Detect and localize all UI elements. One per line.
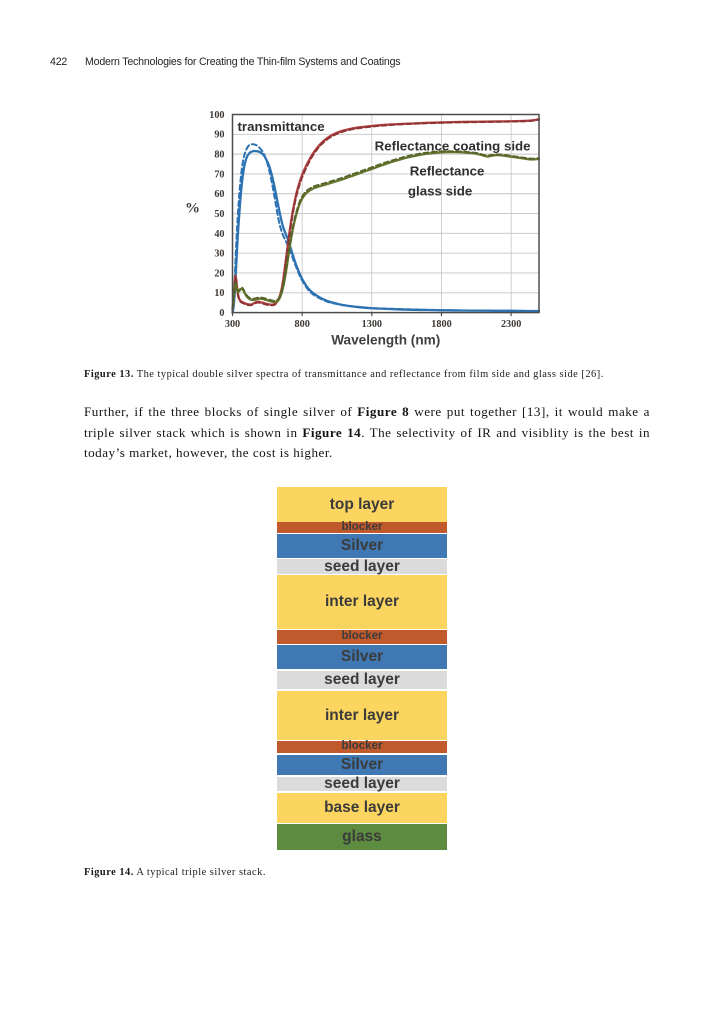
stack-layer-label: blocker — [341, 740, 383, 752]
figure13-caption-text: The typical double silver spectra of tra… — [133, 369, 604, 380]
stack-layer-blocker: blocker — [277, 740, 447, 753]
x-tick-label: 800 — [295, 319, 310, 330]
x-tick-label: 300 — [225, 319, 240, 330]
stack-layer-silver: Silver — [277, 754, 447, 775]
stack-layer-blocker: blocker — [277, 520, 447, 533]
series-annotation: Reflectance coating side — [375, 138, 531, 153]
stack-layer-top-layer: top layer — [277, 487, 447, 522]
stack-layer-seed-layer: seed layer — [277, 775, 447, 792]
figure14-caption-text: A typical triple silver stack. — [133, 867, 266, 878]
stack-layer-label: base layer — [324, 799, 400, 816]
stack-layer-silver: Silver — [277, 644, 447, 669]
stack-layer-glass: glass — [277, 823, 447, 850]
figure14-caption: Figure 14. A typical triple silver stack… — [84, 867, 650, 878]
y-tick-label: 60 — [214, 189, 224, 200]
y-axis-title: % — [185, 201, 200, 217]
figure14-caption-label: Figure 14. — [84, 867, 134, 878]
series-reflectance-coating-side-dashed- — [231, 118, 540, 312]
stack-layer-seed-layer: seed layer — [277, 671, 447, 689]
x-axis-title: Wavelength (nm) — [331, 333, 440, 348]
stack-layer-silver: Silver — [277, 533, 447, 558]
stack-layer-label: seed layer — [324, 557, 400, 575]
y-tick-label: 20 — [214, 268, 224, 279]
body-paragraph: Further, if the three blocks of single s… — [84, 402, 650, 464]
stack-layer-label: inter layer — [324, 593, 400, 611]
stack-layer-label: blocker — [341, 520, 383, 533]
figure13-caption: Figure 13. The typical double silver spe… — [84, 369, 650, 380]
stack-layer-seed-layer: seed layer — [277, 557, 447, 575]
y-tick-label: 80 — [214, 150, 224, 161]
spectra-chart-svg: 0 10 20 30 40 50 60 70 80 90 100 300 800 1300 1800 2300… — [185, 110, 541, 348]
stack-layer-label: seed layer — [324, 775, 400, 792]
page-number: 422 — [50, 56, 68, 68]
figure-reference: Figure 8 — [357, 404, 410, 419]
series-transmittance-solid- — [231, 149, 541, 314]
stack-layer-base-layer: base layer — [277, 793, 447, 823]
stack-layer-label: seed layer — [324, 671, 400, 688]
stack-layer-label: glass — [342, 828, 382, 845]
stack-layer-inter-layer: inter layer — [277, 575, 447, 629]
series-annotation: transmittance — [238, 119, 325, 134]
stack-layer-label: blocker — [341, 630, 383, 642]
y-tick-label: 70 — [214, 169, 224, 180]
series-transmittance-dashed- — [231, 143, 540, 314]
figure-reference: Figure 14 — [302, 424, 362, 440]
y-tick-label: 40 — [214, 229, 224, 240]
stack-layer-label: Silver — [340, 755, 384, 773]
series-annotation: Reflectance — [410, 164, 485, 179]
series-reflectance-glass-side-dashed- — [231, 150, 540, 310]
x-tick-label: 1300 — [362, 319, 382, 330]
stack-layer-label: Silver — [340, 536, 384, 554]
running-head-title: Modern Technologies for Creating the Thi… — [85, 56, 401, 68]
x-tick-label: 2300 — [501, 319, 521, 330]
x-tick-label: 1800 — [431, 319, 451, 330]
stack-layer-label: Silver — [340, 647, 384, 665]
series-annotation: glass side — [408, 184, 472, 199]
paragraph-text: Further, if the three blocks of single s… — [84, 404, 358, 419]
y-tick-label: 0 — [219, 308, 224, 319]
y-tick-label: 10 — [214, 288, 224, 299]
figure13-spectra-chart: 0 10 20 30 40 50 60 70 80 90 100 300 800 1300 1800 2300… — [180, 100, 555, 352]
stack-layer-label: inter layer — [324, 706, 400, 724]
plot-border — [231, 113, 540, 314]
stack-layer-inter-layer: inter layer — [277, 691, 447, 740]
paragraph-text: . The selectivity of IR and visiblity is… — [84, 424, 650, 461]
figure13-caption-label: Figure 13. — [84, 369, 134, 380]
y-tick-label: 100 — [209, 110, 224, 121]
y-tick-label: 90 — [214, 130, 224, 141]
y-tick-label: 50 — [214, 209, 224, 220]
series-reflectance-glass-side-solid- — [231, 150, 541, 311]
paragraph-text: were put together [13], it would make a … — [84, 404, 650, 440]
stack-layer-blocker: blocker — [277, 629, 447, 644]
y-tick-label: 30 — [214, 249, 224, 260]
figure14-stack-diagram: top layer blocker Silver seed layer inter la… — [277, 487, 447, 850]
running-head: 422 Modern Technologies for Creating the … — [50, 56, 670, 68]
stack-layer-label: top layer — [329, 495, 395, 513]
